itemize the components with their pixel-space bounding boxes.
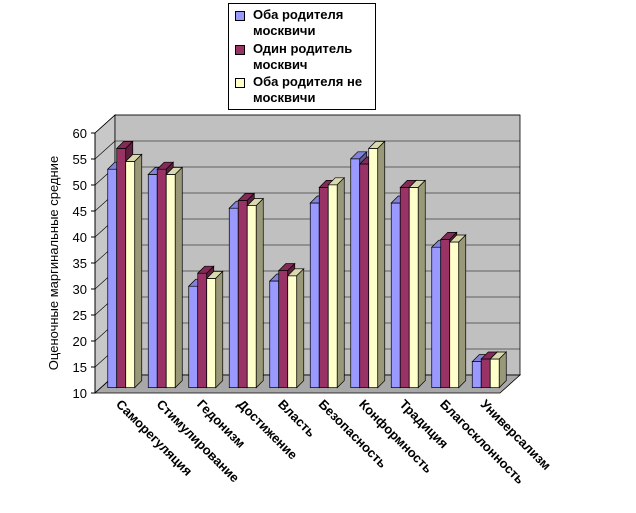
bar-front: [318, 187, 329, 388]
bar: [448, 234, 467, 389]
bar-front: [246, 205, 257, 388]
bar-side: [134, 153, 143, 389]
bar-front: [287, 275, 298, 388]
x-tick-label: Саморегуляция: [113, 397, 195, 479]
bar-front: [408, 187, 419, 388]
y-tick-label: 40: [73, 230, 87, 245]
bar-front: [165, 174, 176, 388]
bar: [205, 270, 224, 389]
legend-swatch: [235, 44, 245, 55]
legend-label: Оба родителя не москвичи: [253, 74, 363, 105]
bar-front: [431, 246, 442, 388]
bar-front: [350, 158, 361, 388]
legend-label: Оба родителя москвичи: [253, 7, 344, 38]
bar-front: [197, 272, 208, 388]
bar-front: [489, 358, 500, 388]
bar: [124, 153, 143, 389]
bar-front: [278, 270, 289, 388]
bar-front: [359, 163, 370, 388]
bar-side: [417, 179, 426, 389]
bar-front: [116, 148, 127, 388]
bar: [327, 176, 346, 389]
bar-side: [377, 140, 386, 389]
bar-side: [215, 270, 224, 389]
bar: [246, 197, 265, 389]
bar-front: [390, 202, 401, 388]
bar: [367, 140, 386, 389]
bar-front: [368, 148, 379, 388]
bar-front: [449, 241, 460, 388]
legend-entry: Один родитель москвич: [233, 41, 371, 73]
legend-swatch: [235, 11, 245, 21]
legend-entry: Оба родителя москвичи: [233, 7, 371, 39]
grid-line: [94, 140, 116, 160]
legend: Оба родителя москвичи Один родитель москв…: [228, 3, 376, 110]
bar-front: [188, 285, 199, 388]
bar-front: [156, 168, 167, 388]
y-axis-label: Оценочные маргинальные средние: [46, 156, 61, 370]
y-tick-label: 55: [73, 152, 87, 167]
bar-front: [228, 207, 239, 388]
bar-front: [269, 280, 280, 388]
bar: [165, 166, 184, 389]
y-tick-label: 50: [73, 178, 87, 193]
bar-side: [336, 176, 345, 389]
bar-side: [255, 197, 264, 389]
bar-front: [125, 161, 136, 388]
bar-side: [458, 234, 467, 389]
legend-swatch: [235, 78, 245, 88]
bar-front: [237, 200, 248, 388]
bar-side: [174, 166, 183, 389]
bar-front: [206, 278, 217, 388]
bar-side: [296, 267, 305, 389]
bar-front: [440, 239, 451, 388]
legend-entry: Оба родителя не москвичи: [233, 74, 371, 106]
y-tick-label: 35: [73, 256, 87, 271]
y-tick-label: 20: [73, 334, 87, 349]
bar-front: [399, 187, 410, 388]
y-tick-label: 10: [73, 386, 87, 401]
y-tick-label: 45: [73, 204, 87, 219]
bar-front: [480, 358, 491, 388]
x-tick-label: Конформность: [356, 397, 436, 477]
x-tick-label: Универсализм: [478, 397, 554, 473]
bar-front: [107, 168, 118, 388]
grid-line: [94, 114, 116, 134]
bar: [489, 351, 508, 389]
bar-side: [498, 351, 507, 389]
legend-label: Один родитель москвич: [253, 40, 353, 72]
bar: [286, 267, 305, 389]
bar-front: [327, 184, 338, 388]
y-tick-label: 25: [73, 308, 87, 323]
bar-front: [309, 202, 320, 388]
bar: [408, 179, 427, 389]
y-tick-label: 30: [73, 282, 87, 297]
y-tick-label: 15: [73, 360, 87, 375]
bar-front: [147, 174, 158, 388]
bar-front: [471, 361, 482, 388]
y-tick-label: 60: [73, 126, 87, 141]
